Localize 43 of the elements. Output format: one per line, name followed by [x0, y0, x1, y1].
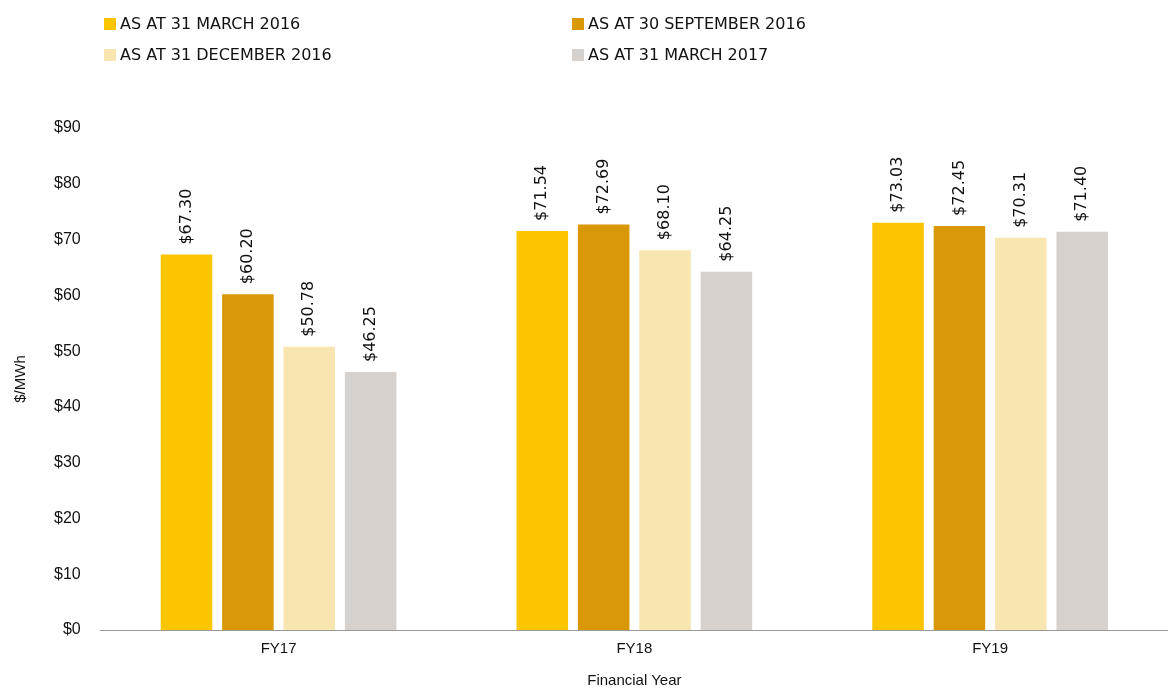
y-tick-label: $10: [53, 564, 81, 582]
x-tick-label: FY18: [616, 639, 653, 657]
data-label: $72.69: [592, 158, 612, 215]
bar: [639, 250, 691, 630]
legend-label: AS AT 31 DECEMBER 2016: [120, 45, 332, 64]
y-tick-label: $50: [53, 341, 81, 359]
data-label: $67.30: [175, 188, 195, 245]
y-tick-label: $30: [53, 453, 81, 471]
legend-label: AS AT 31 MARCH 2017: [588, 45, 769, 64]
data-label: $72.45: [948, 159, 968, 216]
x-tick-label: FY17: [260, 639, 297, 657]
y-tick-label: $20: [53, 508, 81, 526]
bar: [222, 294, 274, 630]
bar: [933, 225, 986, 630]
y-tick-label: $60: [53, 285, 81, 303]
data-label: $60.20: [237, 228, 257, 285]
bar: [1056, 231, 1108, 630]
bar: [344, 372, 397, 630]
y-tick-label: $90: [53, 118, 81, 136]
data-label: $71.54: [531, 164, 551, 221]
y-tick-label: $70: [53, 229, 81, 247]
data-label: $73.03: [887, 156, 907, 213]
y-tick-label: $80: [53, 174, 81, 192]
data-label: $64.25: [715, 205, 735, 262]
data-label: $71.40: [1071, 165, 1091, 222]
bar: [516, 230, 569, 630]
y-tick-label: $0: [62, 620, 81, 638]
legend-label: AS AT 30 SEPTEMBER 2016: [588, 14, 806, 33]
data-label: $50.78: [298, 280, 318, 337]
data-label: $46.25: [359, 306, 379, 363]
y-axis-title: $/MWh: [11, 355, 29, 403]
bar: [160, 254, 213, 630]
bar: [700, 271, 753, 630]
y-tick-label: $40: [53, 397, 81, 415]
data-label: $70.31: [1009, 171, 1029, 228]
bar: [283, 346, 336, 630]
bar: [577, 224, 630, 630]
legend-label: AS AT 31 MARCH 2016: [120, 14, 301, 33]
bar: [872, 222, 924, 630]
data-label: $68.10: [654, 184, 674, 241]
x-axis-title: Financial Year: [587, 671, 682, 689]
bar: [995, 237, 1047, 630]
x-tick-label: FY19: [972, 639, 1009, 657]
